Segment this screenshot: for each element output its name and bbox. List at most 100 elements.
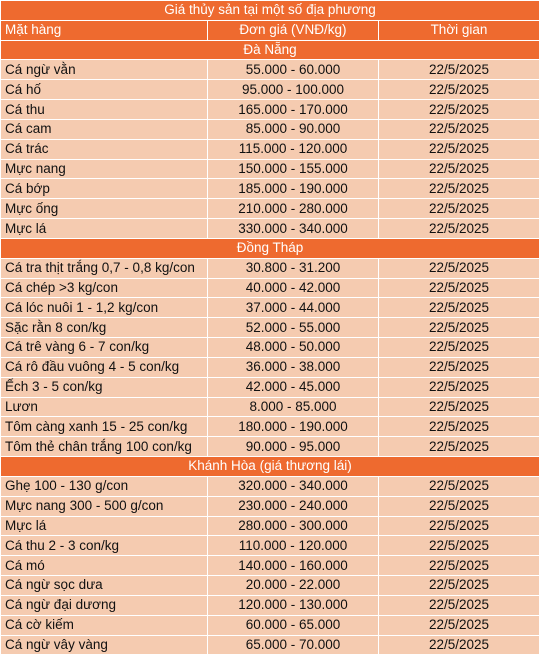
date-cell: 22/5/2025 [377, 575, 539, 596]
column-header-price: Đơn giá (VNĐ/kg) [207, 19, 379, 41]
item-cell: Cá trê vàng 6 - 7 con/kg [0, 337, 208, 358]
date-cell: 22/5/2025 [377, 396, 539, 418]
section-title: Khánh Hòa (giá thương lái) [0, 456, 539, 477]
date-cell: 22/5/2025 [377, 158, 539, 180]
table-row: Cá thu 2 - 3 con/kg 110.000 - 120.000 22/5… [0, 535, 539, 557]
price-cell: 95.000 - 100.000 [207, 79, 379, 101]
item-cell: Mực nang [0, 158, 208, 180]
price-cell: 280.000 - 300.000 [207, 515, 379, 537]
table-row: Ghẹ 100 - 130 g/con 320.000 - 340.000 22/5… [0, 475, 539, 497]
table-row: Tôm càng xanh 15 - 25 con/kg 180.000 - 19… [0, 416, 539, 438]
item-cell: Cá hố [0, 79, 208, 101]
date-cell: 22/5/2025 [377, 59, 539, 81]
price-cell: 180.000 - 190.000 [207, 416, 379, 438]
table-row: Cá mó 140.000 - 160.000 22/5/2025 [0, 555, 539, 577]
price-cell: 85.000 - 90.000 [207, 118, 379, 140]
date-cell: 22/5/2025 [377, 257, 539, 279]
table-row: Ếch 3 - 5 con/kg 42.000 - 45.000 22/5/2025 [0, 376, 539, 398]
table-body: Đà Nẵng Cá ngừ vằn 55.000 - 60.000 22/5/202… [0, 39, 539, 655]
date-cell: 22/5/2025 [377, 178, 539, 200]
price-cell: 8.000 - 85.000 [207, 396, 379, 418]
date-cell: 22/5/2025 [377, 99, 539, 120]
item-cell: Cá rô đầu vuông 4 - 5 con/kg [0, 356, 208, 378]
price-cell: 120.000 - 130.000 [207, 594, 379, 616]
price-cell: 230.000 - 240.000 [207, 495, 379, 517]
price-cell: 55.000 - 60.000 [207, 59, 379, 81]
table-row: Cá ngừ vây vàng 65.000 - 70.000 22/5/2025 [0, 634, 539, 655]
date-cell: 22/5/2025 [377, 515, 539, 537]
date-cell: 22/5/2025 [377, 218, 539, 239]
section-title: Đà Nẵng [0, 39, 539, 61]
date-cell: 22/5/2025 [377, 614, 539, 636]
item-cell: Sặc rằn 8 con/kg [0, 317, 208, 339]
item-cell: Cá tra thịt trắng 0,7 - 0,8 kg/con [0, 257, 208, 279]
item-cell: Cá cờ kiếm [0, 614, 208, 636]
item-cell: Cá ngừ sọc dưa [0, 575, 208, 596]
section-title: Đồng Tháp [0, 237, 539, 259]
table-row: Cá trác 115.000 - 120.000 22/5/2025 [0, 138, 539, 160]
title-row: Giá thủy sản tại một số địa phương [0, 0, 539, 21]
header-row: Mặt hàng Đơn giá (VNĐ/kg) Thời gian [0, 19, 539, 41]
date-cell: 22/5/2025 [377, 376, 539, 398]
price-cell: 185.000 - 190.000 [207, 178, 379, 200]
date-cell: 22/5/2025 [377, 297, 539, 319]
date-cell: 22/5/2025 [377, 594, 539, 616]
table-row: Cá ngừ sọc dưa 20.000 - 22.000 22/5/2025 [0, 575, 539, 596]
table-row: Cá hố 95.000 - 100.000 22/5/2025 [0, 79, 539, 101]
item-cell: Lươn [0, 396, 208, 418]
date-cell: 22/5/2025 [377, 138, 539, 160]
price-cell: 165.000 - 170.000 [207, 99, 379, 120]
table-row: Cá lóc nuôi 1 - 1,2 kg/con 37.000 - 44.00… [0, 297, 539, 319]
price-cell: 20.000 - 22.000 [207, 575, 379, 596]
price-cell: 320.000 - 340.000 [207, 475, 379, 497]
item-cell: Cá thu [0, 99, 208, 120]
price-cell: 36.000 - 38.000 [207, 356, 379, 378]
section-header-row: Đồng Tháp [0, 237, 539, 259]
table-title: Giá thủy sản tại một số địa phương [0, 0, 539, 21]
date-cell: 22/5/2025 [377, 317, 539, 339]
table-row: Cá tra thịt trắng 0,7 - 0,8 kg/con 30.800… [0, 257, 539, 279]
price-cell: 40.000 - 42.000 [207, 277, 379, 299]
date-cell: 22/5/2025 [377, 416, 539, 438]
item-cell: Mực lá [0, 515, 208, 537]
table-row: Cá thu 165.000 - 170.000 22/5/2025 [0, 99, 539, 120]
item-cell: Cá cam [0, 118, 208, 140]
price-cell: 65.000 - 70.000 [207, 634, 379, 655]
date-cell: 22/5/2025 [377, 356, 539, 378]
date-cell: 22/5/2025 [377, 475, 539, 497]
date-cell: 22/5/2025 [377, 79, 539, 101]
price-cell: 60.000 - 65.000 [207, 614, 379, 636]
date-cell: 22/5/2025 [377, 337, 539, 358]
item-cell: Cá ngừ vằn [0, 59, 208, 81]
table-row: Sặc rằn 8 con/kg 52.000 - 55.000 22/5/2025 [0, 317, 539, 339]
section-header-row: Khánh Hòa (giá thương lái) [0, 456, 539, 477]
item-cell: Mực ống [0, 198, 208, 220]
table-row: Lươn 8.000 - 85.000 22/5/2025 [0, 396, 539, 418]
date-cell: 22/5/2025 [377, 118, 539, 140]
table-row: Cá chép >3 kg/con 40.000 - 42.000 22/5/202… [0, 277, 539, 299]
price-cell: 37.000 - 44.000 [207, 297, 379, 319]
table-row: Cá ngừ đại dương 120.000 - 130.000 22/5/20… [0, 594, 539, 616]
price-cell: 140.000 - 160.000 [207, 555, 379, 577]
item-cell: Ếch 3 - 5 con/kg [0, 376, 208, 398]
price-cell: 30.800 - 31.200 [207, 257, 379, 279]
table-row: Cá cờ kiếm 60.000 - 65.000 22/5/2025 [0, 614, 539, 636]
price-cell: 115.000 - 120.000 [207, 138, 379, 160]
price-cell: 52.000 - 55.000 [207, 317, 379, 339]
item-cell: Ghẹ 100 - 130 g/con [0, 475, 208, 497]
column-header-date: Thời gian [377, 19, 539, 41]
table-row: Mực nang 300 - 500 g/con 230.000 - 240.00… [0, 495, 539, 517]
item-cell: Cá mó [0, 555, 208, 577]
table-row: Mực lá 280.000 - 300.000 22/5/2025 [0, 515, 539, 537]
date-cell: 22/5/2025 [377, 495, 539, 517]
date-cell: 22/5/2025 [377, 277, 539, 299]
item-cell: Cá thu 2 - 3 con/kg [0, 535, 208, 557]
price-cell: 210.000 - 280.000 [207, 198, 379, 220]
table-row: Cá trê vàng 6 - 7 con/kg 48.000 - 50.000 2… [0, 337, 539, 358]
item-cell: Cá bớp [0, 178, 208, 200]
price-cell: 90.000 - 95.000 [207, 436, 379, 458]
date-cell: 22/5/2025 [377, 634, 539, 655]
table-row: Cá ngừ vằn 55.000 - 60.000 22/5/2025 [0, 59, 539, 81]
item-cell: Cá chép >3 kg/con [0, 277, 208, 299]
